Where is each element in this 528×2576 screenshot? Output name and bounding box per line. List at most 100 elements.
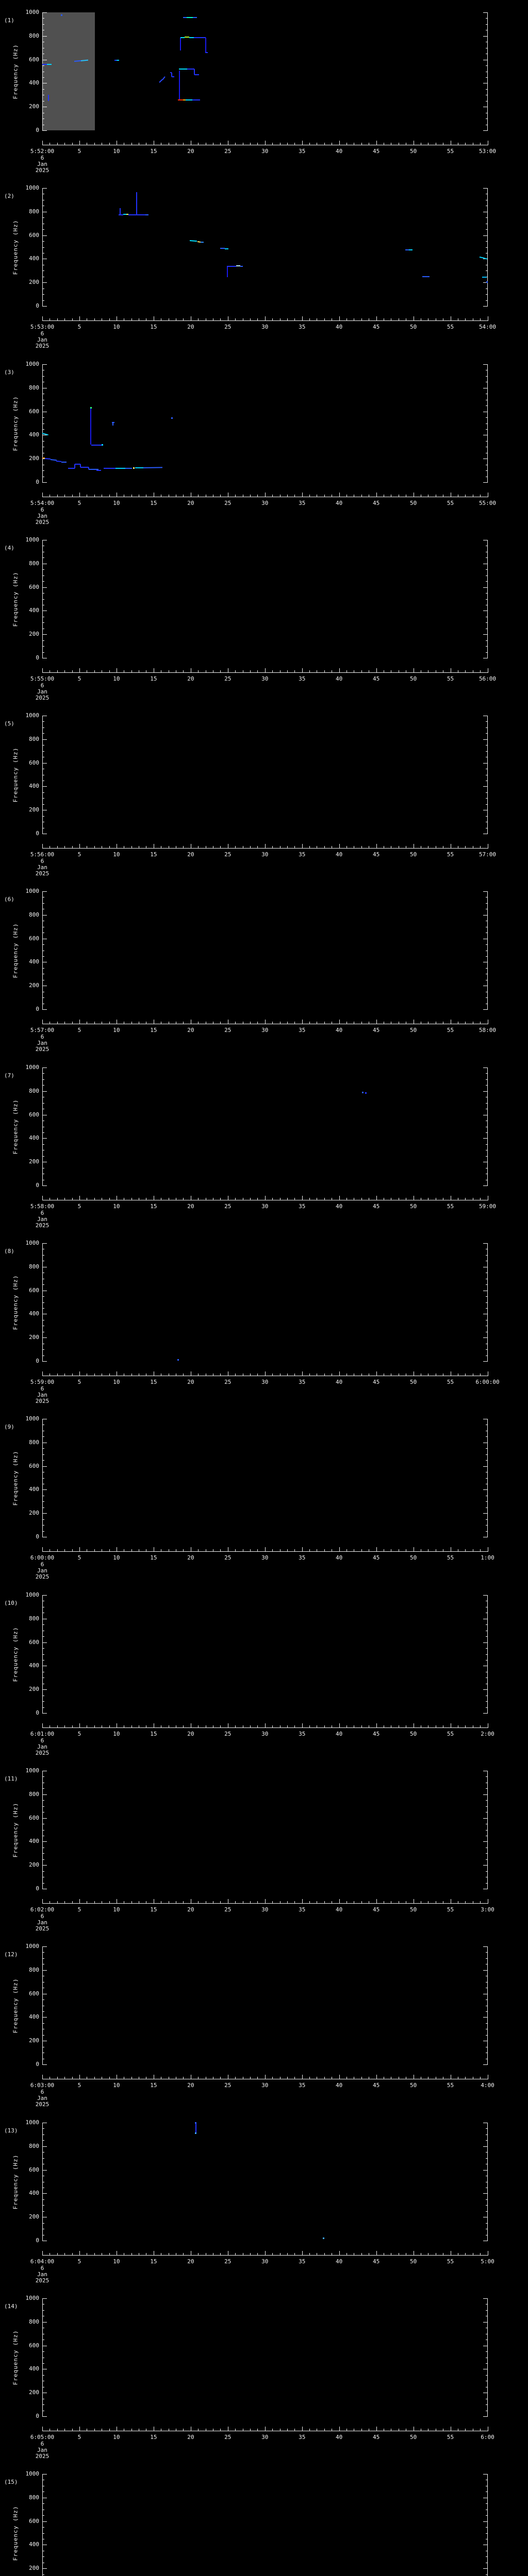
x-minor-tick xyxy=(109,1901,110,1903)
y-minor-tick xyxy=(42,18,44,19)
x-tick-label: 55 xyxy=(447,851,454,858)
x-start-time-label: 6:01:00 xyxy=(30,1731,55,1737)
y-minor-tick xyxy=(42,2011,44,2012)
y-tick-label: 400 xyxy=(29,255,39,262)
x-minor-tick xyxy=(346,1725,348,1727)
x-minor-tick xyxy=(250,1374,251,1376)
x-minor-tick xyxy=(109,846,110,848)
x-minor-tick xyxy=(287,2253,288,2255)
spectrogram-panel-2: 0 200 400 600 800 1000 5 10 15 20 25 30 35 40 45 50 55 5:… xyxy=(0,176,528,351)
x-major-tick xyxy=(339,1196,340,1200)
y-major-tick xyxy=(42,282,47,283)
x-major-tick xyxy=(79,1723,80,1727)
y-minor-tick xyxy=(42,376,44,377)
x-minor-tick xyxy=(72,495,73,497)
x-minor-tick xyxy=(198,1725,199,1727)
y-axis-right xyxy=(487,540,488,658)
x-tick-label: 35 xyxy=(299,1203,306,1210)
x-minor-tick xyxy=(235,2077,236,2079)
date-line: 6 xyxy=(40,1033,44,1040)
y-major-tick xyxy=(42,1713,47,1714)
x-major-tick xyxy=(42,2075,43,2079)
y-minor-tick xyxy=(485,2199,488,2200)
x-tick-label: 20 xyxy=(187,2258,194,2265)
x-start-time-label: 5:54:00 xyxy=(30,500,55,506)
x-minor-tick xyxy=(57,318,58,320)
date-line: 6 xyxy=(40,506,44,513)
x-tick-label: 35 xyxy=(299,1554,306,1561)
x-minor-tick xyxy=(198,1549,199,1551)
y-minor-tick xyxy=(485,247,488,248)
y-minor-tick xyxy=(42,1788,44,1789)
y-minor-tick xyxy=(42,423,44,424)
trace-segment xyxy=(125,467,133,469)
y-minor-tick xyxy=(485,2035,488,2036)
y-minor-tick xyxy=(485,1302,488,1303)
x-end-time-label: 6:00:00 xyxy=(475,1379,500,1385)
y-minor-tick xyxy=(42,2152,44,2153)
x-major-tick xyxy=(339,2427,340,2431)
x-tick-label: 50 xyxy=(409,148,417,155)
y-minor-tick xyxy=(42,118,44,120)
y-tick-label: 600 xyxy=(29,2166,39,2173)
y-minor-tick xyxy=(42,1624,44,1625)
x-minor-tick xyxy=(361,1901,362,1903)
x-major-tick xyxy=(79,844,80,848)
y-minor-tick xyxy=(42,1349,44,1350)
x-minor-tick xyxy=(294,495,295,497)
x-axis xyxy=(42,848,488,849)
y-tick-label: 1000 xyxy=(25,1064,40,1071)
x-major-tick xyxy=(376,493,377,497)
date-line: 2025 xyxy=(35,2101,50,2108)
x-tick-label: 15 xyxy=(150,851,157,858)
y-minor-tick xyxy=(42,903,44,904)
y-major-tick xyxy=(483,2321,488,2323)
spectrogram-panel-5: 0 200 400 600 800 1000 5 10 15 20 25 30 35 40 45 50 55 5:… xyxy=(0,703,528,879)
x-tick-label: 45 xyxy=(373,1203,380,1210)
x-major-tick xyxy=(302,668,303,672)
y-minor-tick xyxy=(485,1806,488,1807)
x-minor-tick xyxy=(294,2429,295,2431)
trace-segment xyxy=(484,258,487,260)
trace-segment xyxy=(170,72,172,73)
y-minor-tick xyxy=(42,1952,44,1953)
trace-segment xyxy=(74,464,76,468)
y-major-tick xyxy=(42,1595,47,1596)
x-tick-label: 10 xyxy=(113,500,120,506)
y-minor-tick xyxy=(485,1776,488,1777)
x-minor-tick xyxy=(64,2077,65,2079)
y-minor-tick xyxy=(485,557,488,558)
trace-segment xyxy=(42,457,45,459)
trace-segment xyxy=(88,469,99,470)
y-minor-tick xyxy=(42,944,44,945)
y-minor-tick xyxy=(42,300,44,301)
trace-segment xyxy=(220,248,225,249)
x-minor-tick xyxy=(235,1198,236,1200)
x-major-tick xyxy=(376,316,377,320)
x-minor-tick xyxy=(220,1374,221,1376)
y-minor-tick xyxy=(42,1144,44,1145)
x-tick-label: 40 xyxy=(336,1027,343,1033)
x-minor-tick xyxy=(480,495,481,497)
trace-segment xyxy=(193,17,197,19)
date-line: Jan xyxy=(37,688,47,695)
x-tick-label: 45 xyxy=(373,1906,380,1913)
y-tick-label: 0 xyxy=(36,2061,39,2067)
y-minor-tick xyxy=(485,423,488,424)
x-major-tick xyxy=(339,668,340,672)
x-end-time-label: 3:00 xyxy=(481,1906,494,1913)
y-minor-tick xyxy=(42,2035,44,2036)
x-minor-tick xyxy=(324,2253,325,2255)
x-minor-tick xyxy=(287,1549,288,1551)
x-minor-tick xyxy=(220,143,221,145)
trace-segment xyxy=(186,99,192,100)
x-minor-tick xyxy=(235,2429,236,2431)
x-tick-label: 25 xyxy=(224,1203,232,1210)
x-tick-label: 45 xyxy=(373,1027,380,1033)
y-major-tick xyxy=(42,1091,47,1092)
y-minor-tick xyxy=(42,1255,44,1256)
x-minor-tick xyxy=(198,1374,199,1376)
y-major-tick xyxy=(483,1865,488,1866)
x-end-time-label: 2:00 xyxy=(481,1731,494,1737)
trace-segment xyxy=(227,265,236,267)
